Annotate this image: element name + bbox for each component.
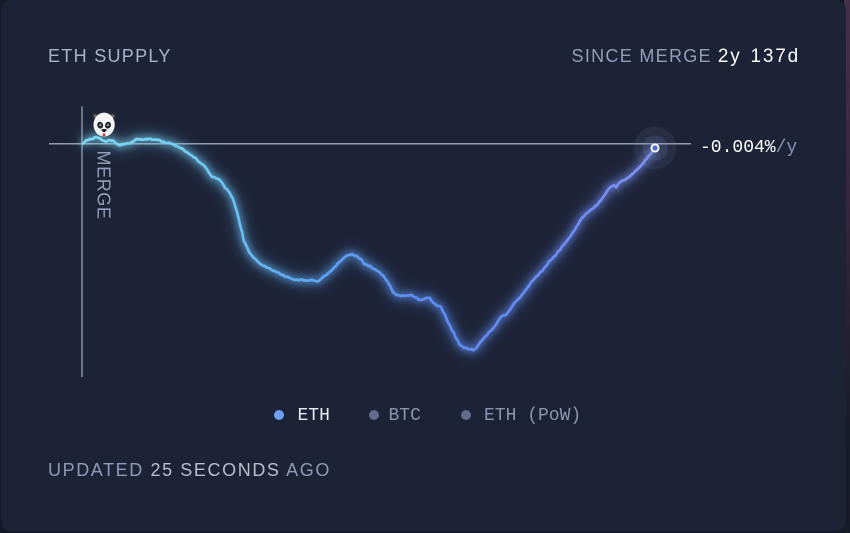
svg-text:MERGE: MERGE <box>94 151 114 220</box>
